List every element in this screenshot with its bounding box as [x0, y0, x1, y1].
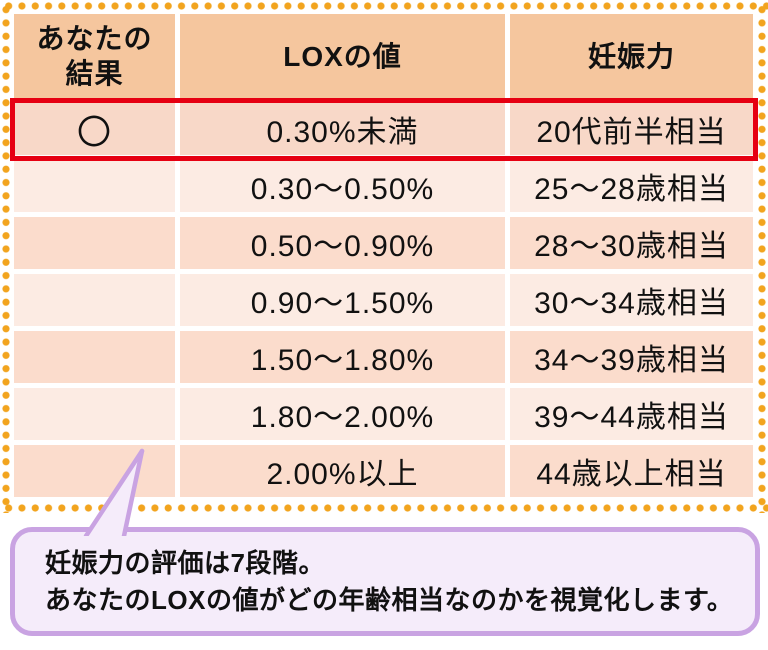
lox-value-cell: 0.30〜0.50%	[180, 160, 505, 212]
fertility-cell: 34〜39歳相当	[510, 331, 753, 383]
result-cell	[14, 331, 175, 383]
fertility-cell: 28〜30歳相当	[510, 217, 753, 269]
header-fertility: 妊娠力	[510, 14, 753, 98]
result-cell	[14, 160, 175, 212]
lox-fertility-table: あなたの 結果 LOXの値 妊娠力 〇 0.30%未満 20代前半相当 0.30…	[14, 14, 753, 497]
callout-bubble: 妊娠力の評価は7段階。 あなたのLOXの値がどの年齢相当なのかを視覚化します。	[10, 527, 760, 636]
header-lox-value: LOXの値	[180, 14, 505, 98]
lox-value-cell: 1.80〜2.00%	[180, 388, 505, 440]
lox-value-cell: 0.90〜1.50%	[180, 274, 505, 326]
lox-value-cell: 0.30%未満	[180, 103, 505, 155]
fertility-cell: 25〜28歳相当	[510, 160, 753, 212]
callout-line-2: あなたのLOXの値がどの年齢相当なのかを視覚化します。	[45, 585, 734, 615]
fertility-cell: 44歳以上相当	[510, 445, 753, 497]
fertility-cell: 30〜34歳相当	[510, 274, 753, 326]
lox-value-cell: 2.00%以上	[180, 445, 505, 497]
callout-line-1: 妊娠力の評価は7段階。	[45, 547, 325, 578]
result-cell	[14, 388, 175, 440]
result-cell	[14, 274, 175, 326]
header-your-result: あなたの 結果	[14, 14, 175, 98]
dotted-border-left	[1, 1, 11, 513]
dotted-border-top	[0, 1, 768, 11]
result-mark-circle: 〇	[14, 103, 175, 155]
result-cell	[14, 217, 175, 269]
result-cell	[14, 445, 175, 497]
fertility-cell: 20代前半相当	[510, 103, 753, 155]
dotted-border-right	[757, 1, 767, 513]
lox-value-cell: 1.50〜1.80%	[180, 331, 505, 383]
callout-tail-icon	[83, 448, 145, 536]
fertility-cell: 39〜44歳相当	[510, 388, 753, 440]
lox-value-cell: 0.50〜0.90%	[180, 217, 505, 269]
